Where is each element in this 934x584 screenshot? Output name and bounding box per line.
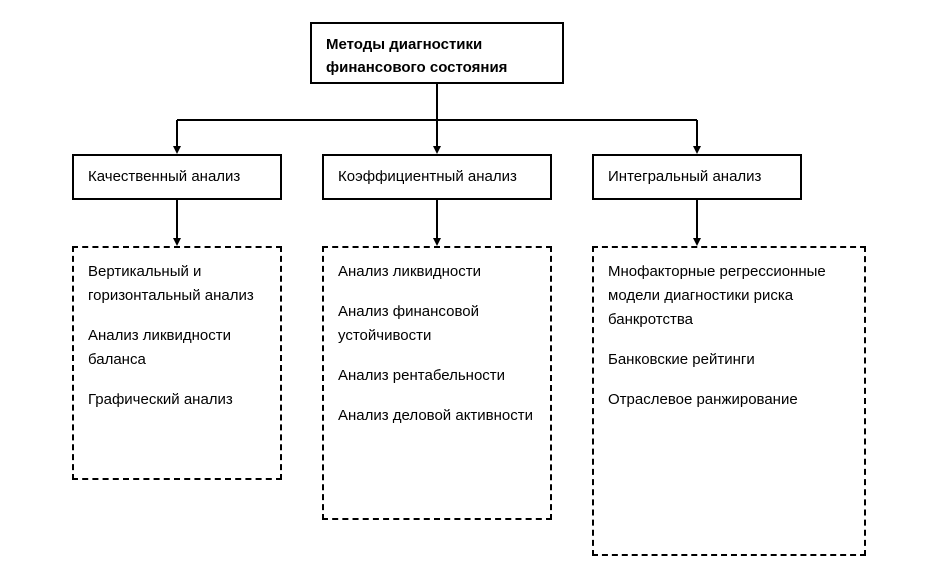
detail-item: Анализ финансовой устойчивости xyxy=(338,300,536,348)
detail-item: Анализ ликвидности xyxy=(338,260,536,284)
branch-header-0: Качественный анализ xyxy=(72,154,282,200)
detail-item: Вертикальный и горизонтальный анализ xyxy=(88,260,266,308)
detail-item: Графический анализ xyxy=(88,388,266,412)
branch-detail-1: Анализ ликвидности Анализ финансовой усто… xyxy=(322,246,552,520)
branch-header-label: Интегральный анализ xyxy=(608,168,761,185)
detail-item: Мнофакторные регрессионные модели диагно… xyxy=(608,260,850,332)
root-title-line2: финансового состояния xyxy=(326,57,548,80)
detail-item: Анализ деловой активности xyxy=(338,404,536,428)
branch-header-2: Интегральный анализ xyxy=(592,154,802,200)
root-box: Методы диагностики финансового состояния xyxy=(310,22,564,84)
detail-item: Анализ рентабельности xyxy=(338,364,536,388)
branch-header-1: Коэффициентный анализ xyxy=(322,154,552,200)
detail-item: Банковские рейтинги xyxy=(608,348,850,372)
detail-item: Анализ ликвидности баланса xyxy=(88,324,266,372)
detail-item: Отраслевое ранжирование xyxy=(608,388,850,412)
branch-detail-0: Вертикальный и горизонтальный анализ Анал… xyxy=(72,246,282,480)
root-title-line1: Методы диагностики xyxy=(326,34,548,57)
branch-detail-2: Мнофакторные регрессионные модели диагно… xyxy=(592,246,866,556)
branch-header-label: Качественный анализ xyxy=(88,168,240,185)
branch-header-label: Коэффициентный анализ xyxy=(338,168,517,185)
